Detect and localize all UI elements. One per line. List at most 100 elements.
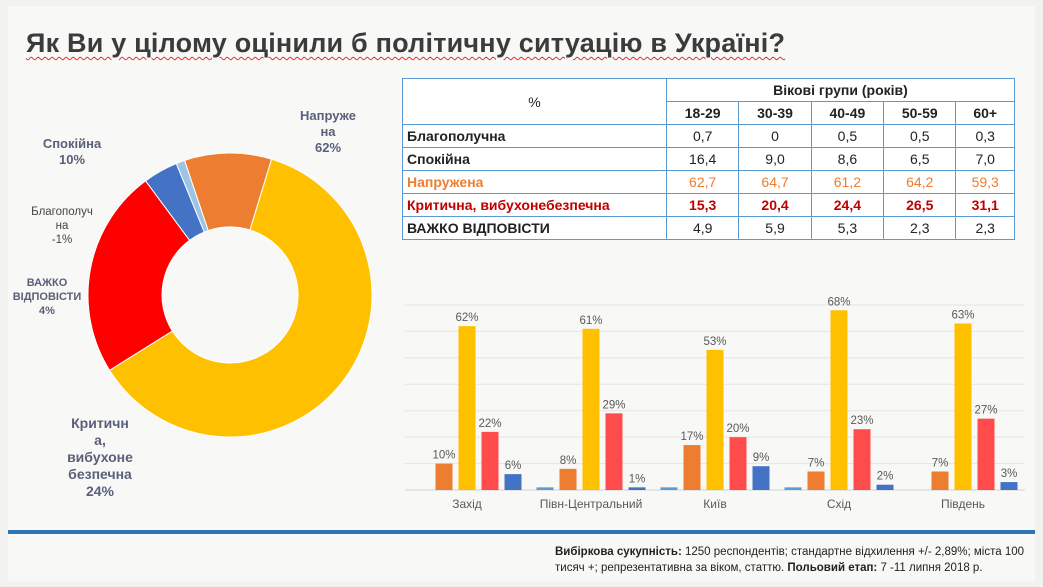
table-cell: 0,5 [810, 124, 885, 148]
bar [1000, 482, 1018, 490]
category-label: Південь [941, 497, 985, 511]
bar [807, 471, 825, 490]
table-cell: 4,9 [665, 216, 740, 240]
bar [605, 413, 623, 490]
bar-value-label: 10% [432, 450, 455, 462]
row-label: Критична, вибухонебезпечна [402, 193, 667, 217]
bar [458, 326, 476, 490]
bar [660, 487, 678, 490]
table-cell: 8,6 [810, 147, 885, 171]
bar-value-label: 9% [753, 452, 770, 464]
table-row: ВАЖКО ВІДПОВІСТИ 4,9 5,9 5,3 2,3 2,3 [402, 216, 1015, 240]
table-cell: 0,7 [665, 124, 740, 148]
bar-value-label: 29% [602, 399, 625, 411]
table-cell: 61,2 [810, 170, 885, 194]
bar [784, 487, 802, 490]
table-cell: 15,3 [665, 193, 740, 217]
label-calm: Спокійна 10% [42, 136, 102, 167]
bar [830, 310, 848, 490]
sample-text: 1250 респондентів; стандартне відхилення… [555, 546, 1025, 574]
donut-slice [87, 180, 191, 371]
bar [683, 445, 701, 490]
bar [954, 323, 972, 490]
bar [481, 431, 499, 490]
bar-value-label: 23% [850, 415, 873, 427]
table-cell: 6,5 [883, 147, 957, 171]
bar-value-label: 6% [505, 460, 522, 472]
table-cell: 31,1 [955, 193, 1015, 217]
bar [931, 471, 949, 490]
category-label: Київ [703, 497, 726, 511]
bar-value-label: 7% [932, 458, 949, 470]
table-header-row: 18-29 30-39 40-49 50-59 60+ [403, 101, 1015, 125]
donut-slice [108, 158, 373, 438]
col-header: 50-59 [883, 101, 957, 125]
table-cell: 7,0 [955, 147, 1015, 171]
bar-value-label: 68% [827, 296, 850, 308]
table-cell: 59,3 [955, 170, 1015, 194]
bar [752, 466, 770, 490]
table-cell: 24,4 [810, 193, 885, 217]
bar-value-label: 53% [703, 336, 726, 348]
table-row: Благополучна 0,7 0 0,5 0,5 0,3 [402, 124, 1015, 148]
label-hard: ВАЖКО ВІДПОВІСТИ 4% [12, 277, 82, 317]
bar [729, 437, 747, 490]
bar-value-label: 17% [680, 431, 703, 443]
category-label: Захід [452, 497, 482, 511]
label-prosper: Благополуч на -1% [31, 206, 93, 246]
page-title: Як Ви у цілому оцінили б політичну ситуа… [26, 28, 786, 58]
table-group-header: Вікові групи (років) [666, 78, 1015, 102]
label-critical: Критичн а, вибухоне безпечна 24% [67, 415, 133, 499]
donut-slice [183, 152, 273, 232]
table-cell: 2,3 [883, 216, 957, 240]
divider [8, 530, 1035, 534]
row-label: Напружена [402, 170, 667, 194]
bar [628, 487, 646, 490]
bar [559, 468, 577, 490]
table-cell: 2,3 [955, 216, 1015, 240]
bar [977, 418, 995, 490]
category-label: Півн-Центральний [540, 497, 643, 511]
bar [504, 474, 522, 490]
row-label: Благополучна [402, 124, 667, 148]
table-cell: 9,0 [738, 147, 812, 171]
bar [853, 429, 871, 490]
table-cell: 26,5 [883, 193, 957, 217]
col-header: 40-49 [810, 101, 885, 125]
table-cell: 0,5 [883, 124, 957, 148]
bar-value-label: 62% [455, 312, 478, 324]
col-header: 30-39 [738, 101, 812, 125]
bar-value-label: 20% [726, 423, 749, 435]
bar [706, 349, 724, 490]
row-label: Спокійна [402, 147, 667, 171]
table-cell: 16,4 [665, 147, 740, 171]
donut-chart [87, 152, 373, 438]
table-cell: 62,7 [665, 170, 740, 194]
row-label: ВАЖКО ВІДПОВІСТИ [402, 216, 667, 240]
table-cell: 20,4 [738, 193, 812, 217]
col-header: 60+ [955, 101, 1015, 125]
footnote: Вибіркова сукупність: 1250 респондентів;… [555, 544, 1025, 576]
sample-label: Вибіркова сукупність: [555, 546, 682, 558]
bar-value-label: 22% [478, 418, 501, 430]
table-cell: 64,2 [883, 170, 957, 194]
table-row: Критична, вибухонебезпечна 15,3 20,4 24,… [402, 193, 1015, 217]
table-cell: 64,7 [738, 170, 812, 194]
table-cell: 0 [738, 124, 812, 148]
bar-value-label: 8% [560, 455, 577, 467]
category-label: Схід [827, 497, 851, 511]
age-group-table: % Вікові групи (років) 18-29 30-39 40-49… [402, 78, 1015, 240]
regional-bar-chart: 10% 62% 22% 6% Захід 8% 61% 29% 1% Півн-Центральн… [405, 296, 1025, 511]
bar-value-label: 1% [629, 473, 646, 485]
bar [536, 487, 554, 490]
label-tense: Напруже на 62% [300, 108, 356, 155]
bar-value-label: 27% [974, 405, 997, 417]
table-cell: 0,3 [955, 124, 1015, 148]
table-row: Спокійна 16,4 9,0 8,6 6,5 7,0 [402, 147, 1015, 171]
col-header: 18-29 [665, 101, 740, 125]
bar-value-label: 3% [1001, 468, 1018, 480]
field-text: 7 -11 липня 2018 р. [880, 562, 983, 574]
field-label: Польовий етап: [787, 562, 878, 574]
table-corner: % [402, 78, 667, 125]
bar-value-label: 63% [951, 310, 974, 322]
